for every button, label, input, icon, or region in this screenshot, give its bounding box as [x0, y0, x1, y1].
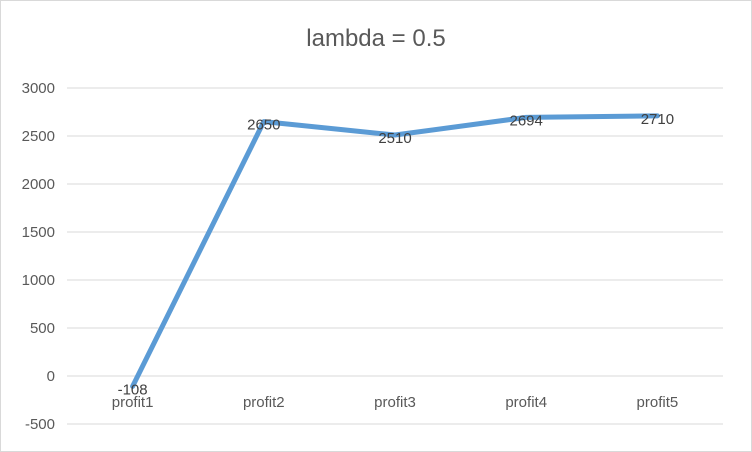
data-label: 2710 [641, 111, 674, 128]
data-label: 2694 [510, 112, 543, 129]
x-tick-label: profit4 [505, 394, 547, 411]
y-tick-label: 0 [47, 368, 55, 385]
y-tick-label: 500 [30, 320, 55, 337]
x-tick-label: profit5 [637, 394, 679, 411]
x-tick-label: profit1 [112, 394, 154, 411]
data-label: 2510 [378, 130, 411, 147]
data-label: 2650 [247, 117, 280, 134]
chart-title: lambda = 0.5 [306, 25, 446, 52]
y-tick-label: 3000 [22, 80, 55, 97]
y-tick-label: 2500 [22, 128, 55, 145]
y-tick-label: -500 [25, 416, 55, 433]
data-label: -108 [118, 381, 148, 398]
x-tick-label: profit2 [243, 394, 285, 411]
series-line [130, 113, 660, 389]
y-tick-label: 1000 [22, 272, 55, 289]
y-tick-label: 1500 [22, 224, 55, 241]
x-tick-label: profit3 [374, 394, 416, 411]
y-tick-label: 2000 [22, 176, 55, 193]
